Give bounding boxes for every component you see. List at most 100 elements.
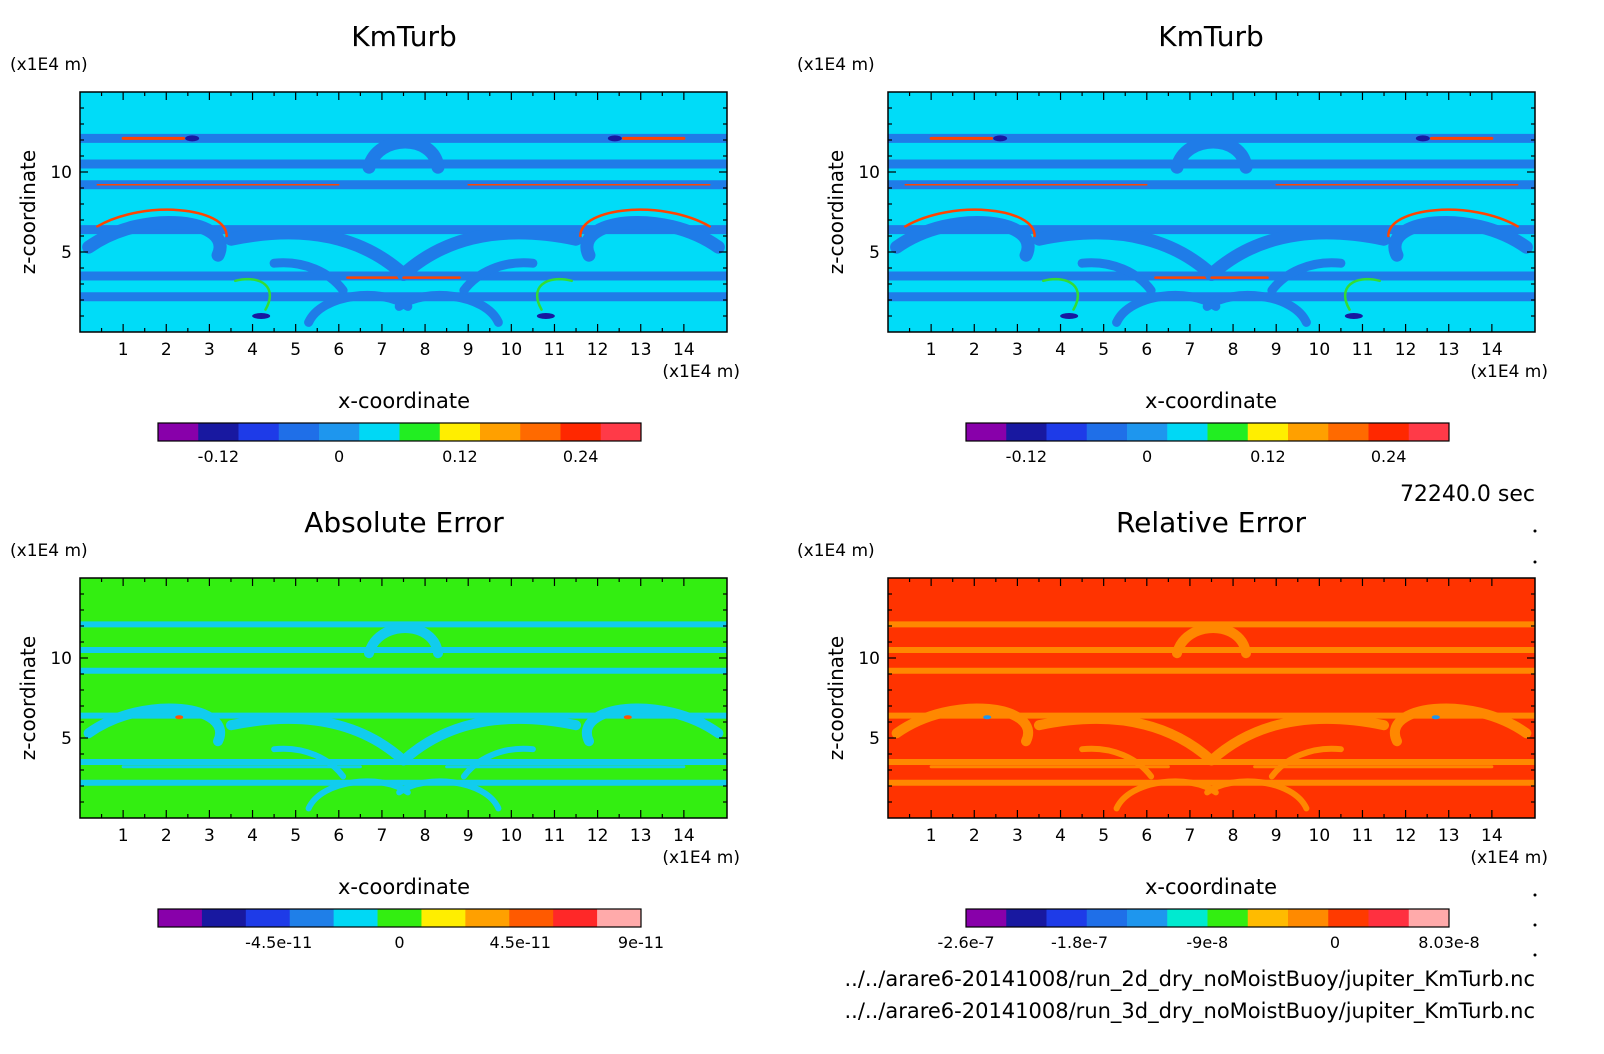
y-tick-label: 10 xyxy=(50,649,72,669)
field-swirl xyxy=(1267,258,1346,295)
colorbar-bin xyxy=(1167,423,1208,441)
x-tick-label: 7 xyxy=(377,340,388,360)
file-label-2: ../../arare6-20141008/run_3d_dry_noMoist… xyxy=(844,999,1535,1024)
colorbar-bin xyxy=(1046,909,1088,927)
colorbar-bin xyxy=(1207,909,1249,927)
x-tick-label: 10 xyxy=(1309,826,1331,846)
field-swirl xyxy=(460,745,536,780)
colorbar: -2.6e-7 -1.8e-7 -9e-8 0 8.03e-8 xyxy=(937,908,1480,952)
colorbar-tick-label: -9e-8 xyxy=(1186,933,1228,952)
colorbar-bin xyxy=(966,423,1007,441)
field-core xyxy=(983,715,992,720)
x-axis-label: x-coordinate xyxy=(1145,389,1277,413)
y-tick-labels: 5 10 xyxy=(858,649,880,749)
colorbar-bin xyxy=(966,909,1007,927)
field-core xyxy=(1431,715,1440,720)
field-swirl xyxy=(1202,291,1311,327)
field-contour xyxy=(904,208,1036,238)
colorbar-bin xyxy=(158,423,199,441)
y-unit-label: (x1E4 m) xyxy=(10,541,88,561)
colorbar-bin xyxy=(553,909,598,927)
colorbar-bin xyxy=(289,909,335,927)
colorbar-tick-label: 9e-11 xyxy=(618,933,664,952)
time-label: 72240.0 sec xyxy=(1400,482,1535,507)
axis-ticks xyxy=(80,92,727,332)
colorbar-bin xyxy=(465,909,510,927)
field-contour xyxy=(234,278,272,311)
y-axis-label: z-coordinate xyxy=(824,150,848,274)
colorbar-bin xyxy=(1167,909,1208,927)
field-contour xyxy=(579,208,711,238)
colorbar-bin xyxy=(245,909,291,927)
colorbar-bin xyxy=(1127,423,1168,441)
x-tick-label: 1 xyxy=(926,340,937,360)
x-tick-label: 12 xyxy=(587,340,609,360)
colorbar-bin xyxy=(359,423,400,441)
colorbar-bin xyxy=(421,909,466,927)
field-swirl xyxy=(224,226,410,281)
x-tick-label: 11 xyxy=(1352,826,1374,846)
field-core xyxy=(175,715,184,720)
colorbar-bin xyxy=(1408,423,1450,441)
x-tick-label: 10 xyxy=(501,340,523,360)
panel-title: KmTurb xyxy=(1158,20,1264,53)
colorbar-bin xyxy=(560,423,602,441)
colorbar-bin xyxy=(198,423,239,441)
field-dome xyxy=(1170,135,1253,174)
colorbar-tick-label: -0.12 xyxy=(198,447,239,466)
panel-title: KmTurb xyxy=(351,20,457,53)
field-core xyxy=(1344,313,1363,319)
x-tick-labels: 1 2 3 4 5 6 7 8 9 10 11 12 13 14 xyxy=(926,340,1503,360)
field-dome xyxy=(363,623,444,659)
colorbar-frame xyxy=(157,908,642,928)
x-tick-label: 13 xyxy=(1438,826,1460,846)
field-swirl xyxy=(271,745,347,780)
field-contour xyxy=(1387,208,1519,238)
x-tick-label: 10 xyxy=(1309,340,1331,360)
colorbar-tick-label: 0.12 xyxy=(442,447,478,466)
field-swirl xyxy=(1112,291,1221,327)
colorbar-bin xyxy=(1328,423,1369,441)
y-tick-label: 10 xyxy=(858,649,880,669)
colorbar-frame xyxy=(157,422,642,442)
field-swirl xyxy=(580,216,725,262)
y-axis-label: z-coordinate xyxy=(16,636,40,760)
x-tick-label: 12 xyxy=(1395,340,1417,360)
field-swirl xyxy=(891,703,1034,747)
colorbar-bin xyxy=(333,909,379,927)
field-swirl xyxy=(581,703,724,747)
field-swirl xyxy=(305,778,411,812)
x-tick-label: 2 xyxy=(969,340,980,360)
colorbar-bin xyxy=(377,909,422,927)
x-tick-label: 5 xyxy=(1098,826,1109,846)
heatmap-field xyxy=(888,578,1535,818)
colorbar-tick-label: 4.5e-11 xyxy=(490,933,551,952)
colorbar-bin xyxy=(1006,423,1047,441)
colorbar: -0.12 0 0.12 0.24 xyxy=(157,422,642,466)
colorbar-bin xyxy=(201,909,247,927)
field-core xyxy=(1060,313,1079,319)
colorbar-bin xyxy=(1288,423,1329,441)
x-tick-label: 8 xyxy=(420,340,431,360)
field-swirl xyxy=(1268,745,1344,780)
field-swirl xyxy=(82,216,227,262)
x-tick-label: 12 xyxy=(587,826,609,846)
field-swirl xyxy=(1204,778,1310,812)
panel-title: Relative Error xyxy=(1116,506,1307,539)
heatmap-field xyxy=(80,92,727,332)
field-core xyxy=(993,135,1008,142)
x-tick-label: 9 xyxy=(1271,826,1282,846)
field-dome xyxy=(362,135,445,174)
colorbar-frame xyxy=(965,422,1450,442)
field-swirl xyxy=(1113,778,1219,812)
field-core xyxy=(185,135,200,142)
field-contour xyxy=(1042,278,1080,311)
colorbar-frame xyxy=(965,908,1450,928)
x-tick-labels: 1 2 3 4 5 6 7 8 9 10 11 12 13 14 xyxy=(118,826,695,846)
field-core xyxy=(607,135,622,142)
colorbar-tick-label: 0.12 xyxy=(1250,447,1286,466)
x-tick-label: 14 xyxy=(1481,340,1503,360)
x-tick-labels: 1 2 3 4 5 6 7 8 9 10 11 12 13 14 xyxy=(926,826,1503,846)
colorbar-bin xyxy=(509,909,554,927)
